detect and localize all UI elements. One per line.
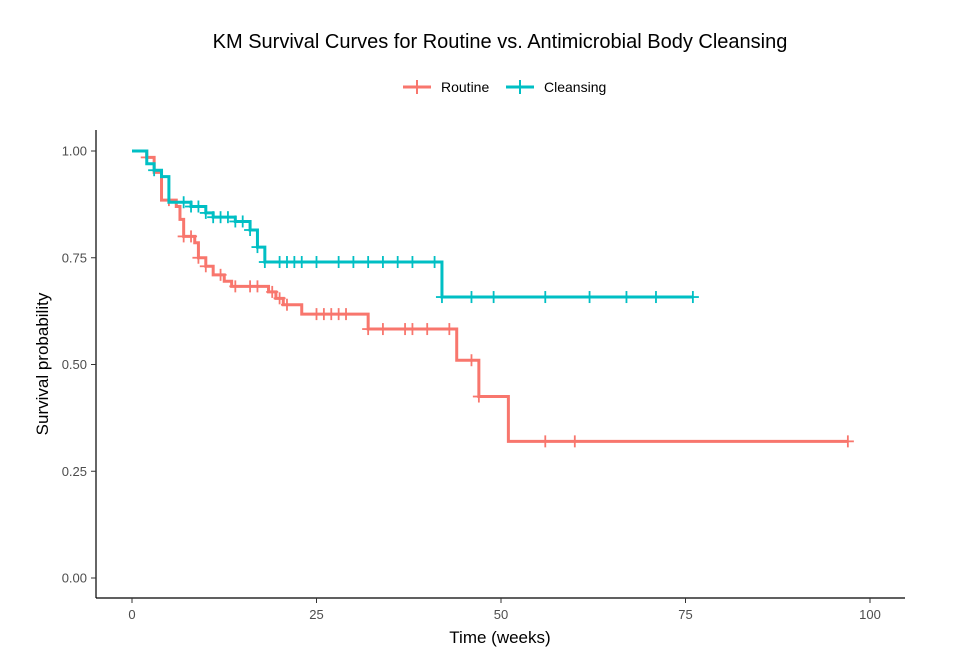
- y-ticks: 0.00 0.25 0.50 0.75 1.00: [62, 144, 96, 586]
- chart-title: KM Survival Curves for Routine vs. Antim…: [213, 31, 788, 53]
- y-tick-label: 0.75: [62, 250, 87, 265]
- plot-area: 0 25 50 75 100 0.00 0.25 0.50 0.75 1.00: [62, 130, 905, 622]
- series-cleansing: [132, 149, 699, 304]
- y-tick-label: 1.00: [62, 144, 87, 159]
- series-layer: [132, 149, 854, 448]
- legend-label: Routine: [441, 79, 489, 95]
- x-ticks: 0 25 50 75 100: [128, 598, 881, 622]
- y-tick-label: 0.25: [62, 464, 87, 479]
- series-routine: [132, 149, 854, 448]
- x-tick-label: 0: [128, 607, 135, 622]
- legend-label: Cleansing: [544, 79, 606, 95]
- legend-item-routine: Routine: [403, 79, 489, 95]
- x-tick-label: 100: [859, 607, 881, 622]
- legend-item-cleansing: Cleansing: [506, 79, 606, 95]
- x-tick-label: 50: [494, 607, 508, 622]
- x-tick-label: 25: [309, 607, 323, 622]
- x-axis-title: Time (weeks): [449, 628, 550, 647]
- x-tick-label: 75: [678, 607, 692, 622]
- y-tick-label: 0.00: [62, 571, 87, 586]
- y-axis-title: Survival probability: [33, 292, 52, 435]
- legend: Routine Cleansing: [403, 79, 606, 95]
- y-tick-label: 0.50: [62, 357, 87, 372]
